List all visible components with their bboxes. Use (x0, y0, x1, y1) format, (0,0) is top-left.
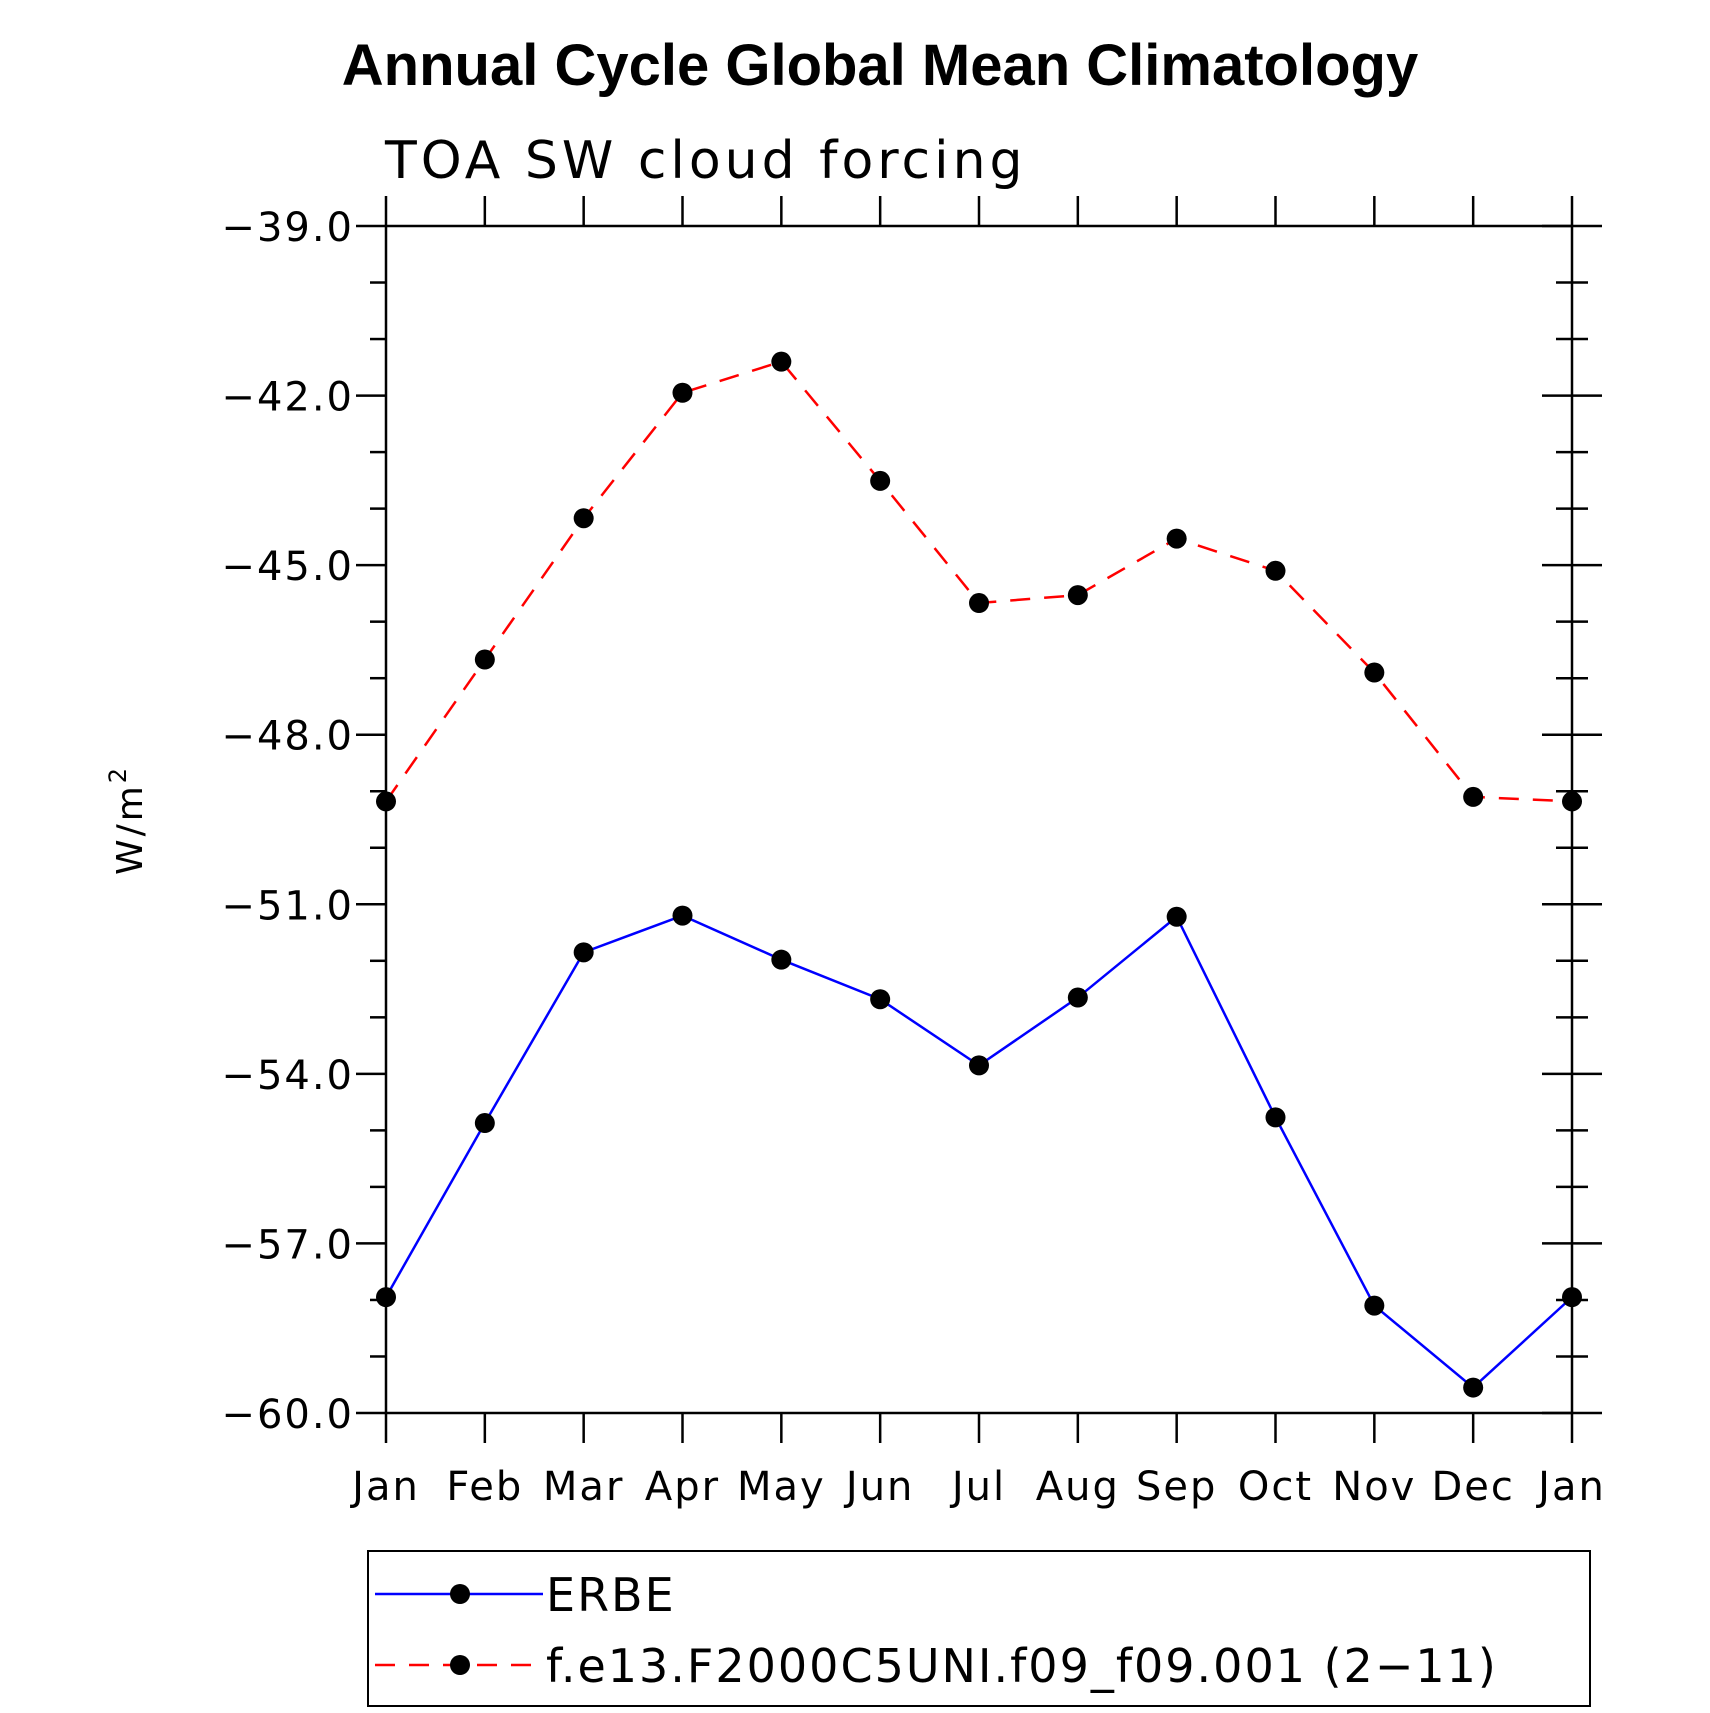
data-point-model (1067, 585, 1088, 606)
data-point-erbe (376, 1287, 396, 1308)
legend-marker-erbe (450, 1584, 470, 1604)
data-point-model (1265, 560, 1286, 581)
data-point-model (969, 593, 989, 614)
data-point-model (1364, 662, 1385, 683)
plot-axes (384, 224, 1574, 1415)
data-point-erbe (1364, 1295, 1385, 1316)
data-point-model (672, 382, 693, 403)
x-tick-label: Feb (446, 1464, 523, 1510)
y-axis-label-unit: W/m (110, 783, 151, 875)
x-axis-ticks: Jan Feb Mar Apr May Jun Jul Aug Sep Oct Nov Dec Jan (349, 196, 1606, 1510)
data-point-erbe (1166, 906, 1187, 927)
y-tick-label: −48.0 (221, 714, 354, 760)
data-point-model (870, 470, 891, 491)
y-tick-label: −42.0 (221, 375, 354, 421)
data-point-erbe (1562, 1287, 1582, 1308)
x-tick-label: Jan (349, 1464, 420, 1510)
x-tick-label: May (737, 1464, 826, 1510)
x-tick-label: Jun (843, 1464, 915, 1510)
chart-title: Annual Cycle Global Mean Climatology (342, 33, 1418, 98)
y-tick-label: −45.0 (221, 544, 354, 590)
data-point-erbe (771, 949, 792, 970)
data-point-model (1166, 528, 1187, 549)
data-point-model (573, 508, 594, 529)
plot-frame (384, 224, 1574, 1415)
chart-subtitle: TOA SW cloud forcing (384, 131, 1027, 191)
data-point-model (376, 791, 396, 812)
y-tick-label: −39.0 (221, 205, 354, 251)
x-tick-label: Aug (1036, 1464, 1120, 1510)
x-tick-label: Mar (543, 1464, 624, 1510)
x-tick-label: Jan (1535, 1464, 1606, 1510)
x-tick-label: Sep (1136, 1464, 1217, 1510)
y-tick-label: −60.0 (221, 1392, 354, 1438)
x-tick-label: Jul (949, 1464, 1006, 1510)
data-point-erbe (969, 1055, 989, 1076)
series-layer (376, 351, 1582, 1398)
data-point-model (771, 351, 792, 372)
series-line-erbe (384, 914, 1573, 1390)
y-tick-label: −51.0 (221, 883, 354, 929)
data-point-model (1463, 786, 1484, 807)
x-tick-label: Apr (645, 1464, 720, 1510)
y-axis-ticks: −39.0 −42.0 −45.0 −48.0 −51.0 −54.0 −57.0 −60.0 (221, 205, 1602, 1438)
data-point-model (474, 649, 495, 670)
legend-marker-model (450, 1655, 470, 1675)
y-tick-label: −57.0 (221, 1222, 354, 1268)
x-tick-label: Nov (1332, 1464, 1416, 1510)
data-point-erbe (870, 989, 891, 1010)
data-point-erbe (474, 1113, 495, 1134)
legend-label-model: f.e13.F2000C5UNI.f09_f09.001 (2−11) (546, 1639, 1498, 1693)
series-line-model (384, 360, 1573, 803)
x-tick-label: Oct (1238, 1464, 1313, 1510)
data-point-erbe (1265, 1107, 1286, 1128)
legend: ERBE f.e13.F2000C5UNI.f09_f09.001 (2−11) (367, 1550, 1591, 1707)
data-point-erbe (1463, 1377, 1484, 1398)
legend-label-erbe: ERBE (546, 1568, 676, 1622)
legend-box (367, 1550, 1591, 1707)
y-tick-label: −54.0 (221, 1053, 354, 1099)
data-point-model (1562, 791, 1582, 812)
y-axis-label: W/m2 (104, 765, 151, 875)
data-point-erbe (573, 942, 594, 963)
y-axis-label-superscript: 2 (104, 765, 132, 783)
x-tick-label: Dec (1431, 1464, 1514, 1510)
data-point-erbe (1067, 987, 1088, 1008)
data-point-erbe (672, 905, 693, 926)
